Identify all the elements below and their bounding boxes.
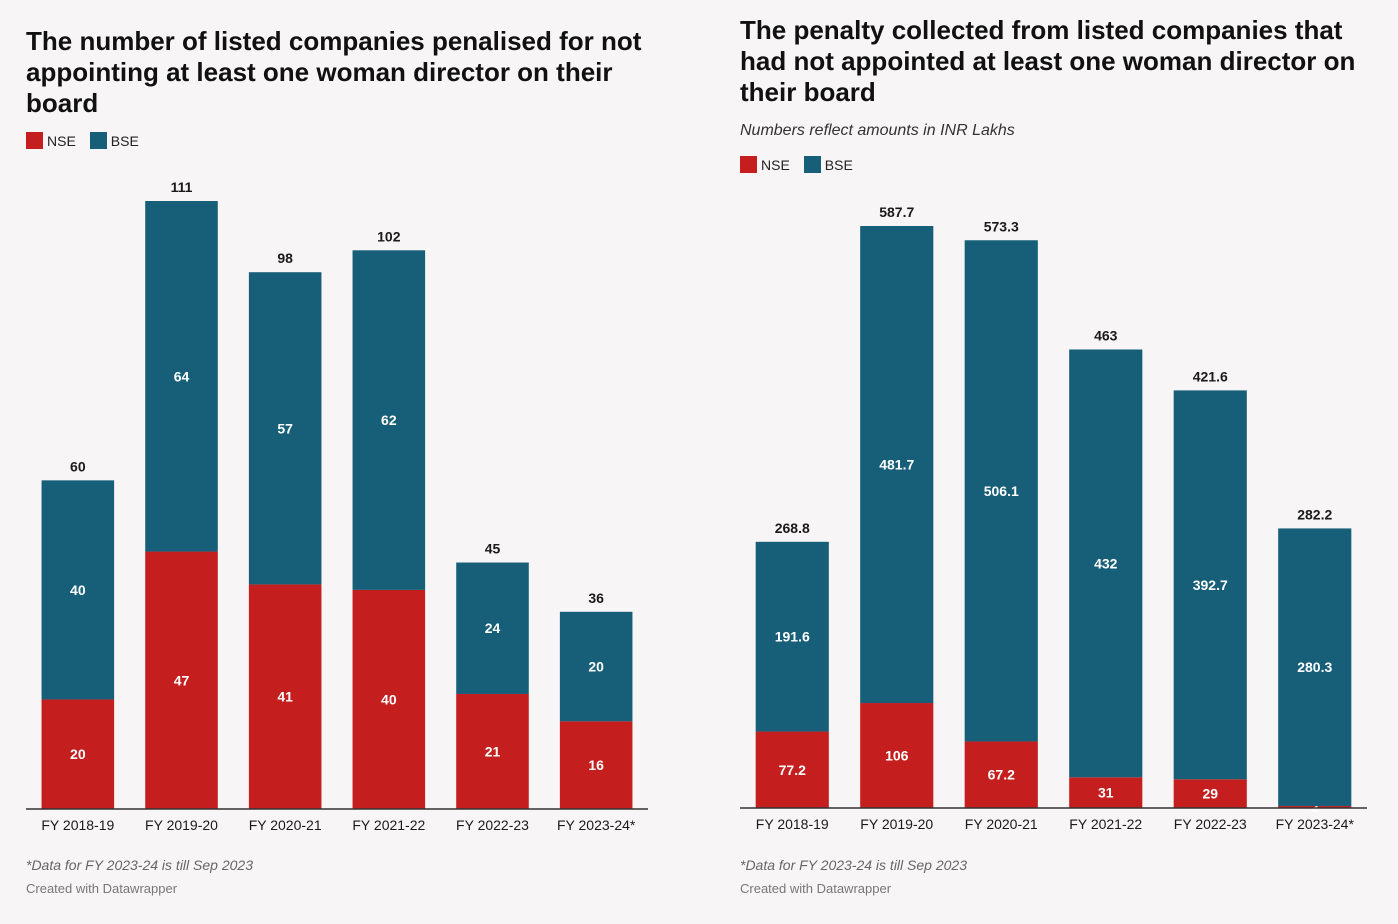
total-label: 45: [485, 541, 501, 557]
x-tick-label: FY 2019-20: [860, 816, 933, 832]
bar-bse: [1069, 349, 1143, 778]
legend-label-nse: NSE: [761, 156, 790, 173]
bar-bse: [964, 240, 1038, 742]
data-label-nse: 21: [485, 743, 501, 759]
data-label-bse: 57: [277, 420, 293, 436]
legend-swatch-bse: [803, 156, 821, 173]
chart-plot-left: 20 40 60 FY 2018-19 47 64 111 FY 2019-20 41 57 98 F…: [26, 179, 648, 833]
legend-item-bse: BSE: [803, 156, 853, 173]
data-label-nse: 29: [1202, 786, 1218, 802]
data-label-bse: 280.3: [1297, 659, 1332, 675]
chart-panel-left: The number of listed companies penalised…: [0, 0, 680, 924]
bar-bse: [1278, 528, 1352, 807]
bar-bse: [559, 611, 633, 722]
bar-bse: [456, 562, 529, 694]
data-label-nse: 16: [588, 757, 604, 773]
total-label: 421.6: [1193, 368, 1228, 384]
legend-label-nse: NSE: [47, 132, 76, 149]
x-tick-label: FY 2022-23: [1174, 816, 1247, 832]
x-tick-label: FY 2019-20: [145, 817, 218, 833]
bar-bse: [860, 226, 934, 704]
data-label-nse: 40: [381, 691, 397, 707]
x-tick-label: FY 2023-24*: [557, 817, 636, 833]
chart-title: The number of listed companies penalised…: [26, 26, 642, 118]
bar-nse: [1173, 779, 1247, 808]
credit: Created with Datawrapper: [740, 881, 892, 896]
chart-panel-right: The penalty collected from listed compan…: [714, 0, 1398, 924]
bar-bse: [145, 201, 218, 552]
data-label-nse: 20: [70, 746, 86, 762]
total-label: 268.8: [775, 520, 810, 536]
bar-nse: [1069, 777, 1143, 808]
data-label-bse: 20: [588, 659, 604, 675]
bar-nse: [41, 699, 115, 809]
bar-nse: [352, 589, 426, 809]
bar-nse: [964, 741, 1038, 808]
bar-bse: [248, 272, 322, 585]
legend-swatch-nse: [740, 156, 757, 173]
data-label-nse: 2: [1311, 799, 1319, 815]
x-tick-label: FY 2023-24*: [1276, 816, 1355, 832]
legend-label-bse: BSE: [110, 132, 139, 149]
bar-nse: [559, 721, 633, 809]
data-label-bse: 481.7: [879, 457, 914, 473]
bar-nse: [248, 584, 322, 809]
total-label: 98: [277, 250, 293, 266]
bar-nse: [860, 703, 934, 808]
data-label-bse: 24: [485, 620, 501, 636]
data-label-bse: 506.1: [984, 483, 1019, 499]
credit: Created with Datawrapper: [26, 881, 178, 896]
chart-legend: NSE BSE: [740, 156, 867, 173]
bar-nse: [1278, 806, 1352, 808]
x-tick-label: FY 2018-19: [756, 816, 829, 832]
x-tick-label: FY 2021-22: [352, 817, 425, 833]
data-label-bse: 64: [174, 368, 190, 384]
total-label: 463: [1094, 327, 1118, 343]
legend-item-bse: BSE: [89, 132, 139, 149]
data-label-nse: 77.2: [779, 762, 806, 778]
total-label: 573.3: [984, 218, 1019, 234]
x-tick-label: FY 2020-21: [965, 816, 1038, 832]
total-label: 587.7: [879, 204, 914, 220]
data-label-bse: 392.7: [1193, 577, 1228, 593]
data-label-nse: 47: [174, 672, 190, 688]
chart-subtitle: Numbers reflect amounts in INR Lakhs: [740, 122, 1015, 139]
footnote: *Data for FY 2023-24 is till Sep 2023: [26, 857, 253, 873]
bar-nse: [456, 693, 529, 809]
data-label-bse: 432: [1094, 555, 1118, 571]
bar-nse: [755, 731, 829, 808]
x-tick-label: FY 2021-22: [1069, 816, 1142, 832]
legend-swatch-bse: [89, 132, 107, 149]
total-label: 60: [70, 458, 86, 474]
legend-swatch-nse: [26, 132, 43, 149]
legend-item-nse: NSE: [26, 132, 76, 149]
bar-bse: [755, 541, 829, 732]
x-tick-label: FY 2022-23: [456, 817, 529, 833]
data-label-nse: 67.2: [988, 767, 1015, 783]
data-label-bse: 62: [381, 412, 397, 428]
x-tick-label: FY 2018-19: [41, 817, 114, 833]
legend-item-nse: NSE: [740, 156, 790, 173]
chart-title: The penalty collected from listed compan…: [740, 15, 1356, 107]
chart-plot-right: 77.2 191.6 268.8 FY 2018-19 106 481.7 587.7 FY …: [740, 204, 1367, 832]
data-label-nse: 106: [885, 748, 909, 764]
bar-nse: [145, 551, 218, 809]
chart-legend: NSE BSE: [26, 132, 153, 149]
legend-label-bse: BSE: [824, 156, 853, 173]
total-label: 282.2: [1297, 506, 1332, 522]
data-label-nse: 41: [277, 689, 293, 705]
total-label: 111: [171, 179, 193, 195]
footnote: *Data for FY 2023-24 is till Sep 2023: [740, 857, 967, 873]
x-tick-label: FY 2020-21: [249, 817, 322, 833]
total-label: 102: [377, 228, 401, 244]
total-label: 36: [588, 590, 604, 606]
bar-bse: [352, 250, 426, 590]
data-label-bse: 191.6: [775, 629, 810, 645]
bar-bse: [1173, 390, 1247, 780]
data-label-bse: 40: [70, 582, 86, 598]
data-label-nse: 31: [1098, 785, 1114, 801]
bar-bse: [41, 480, 115, 700]
